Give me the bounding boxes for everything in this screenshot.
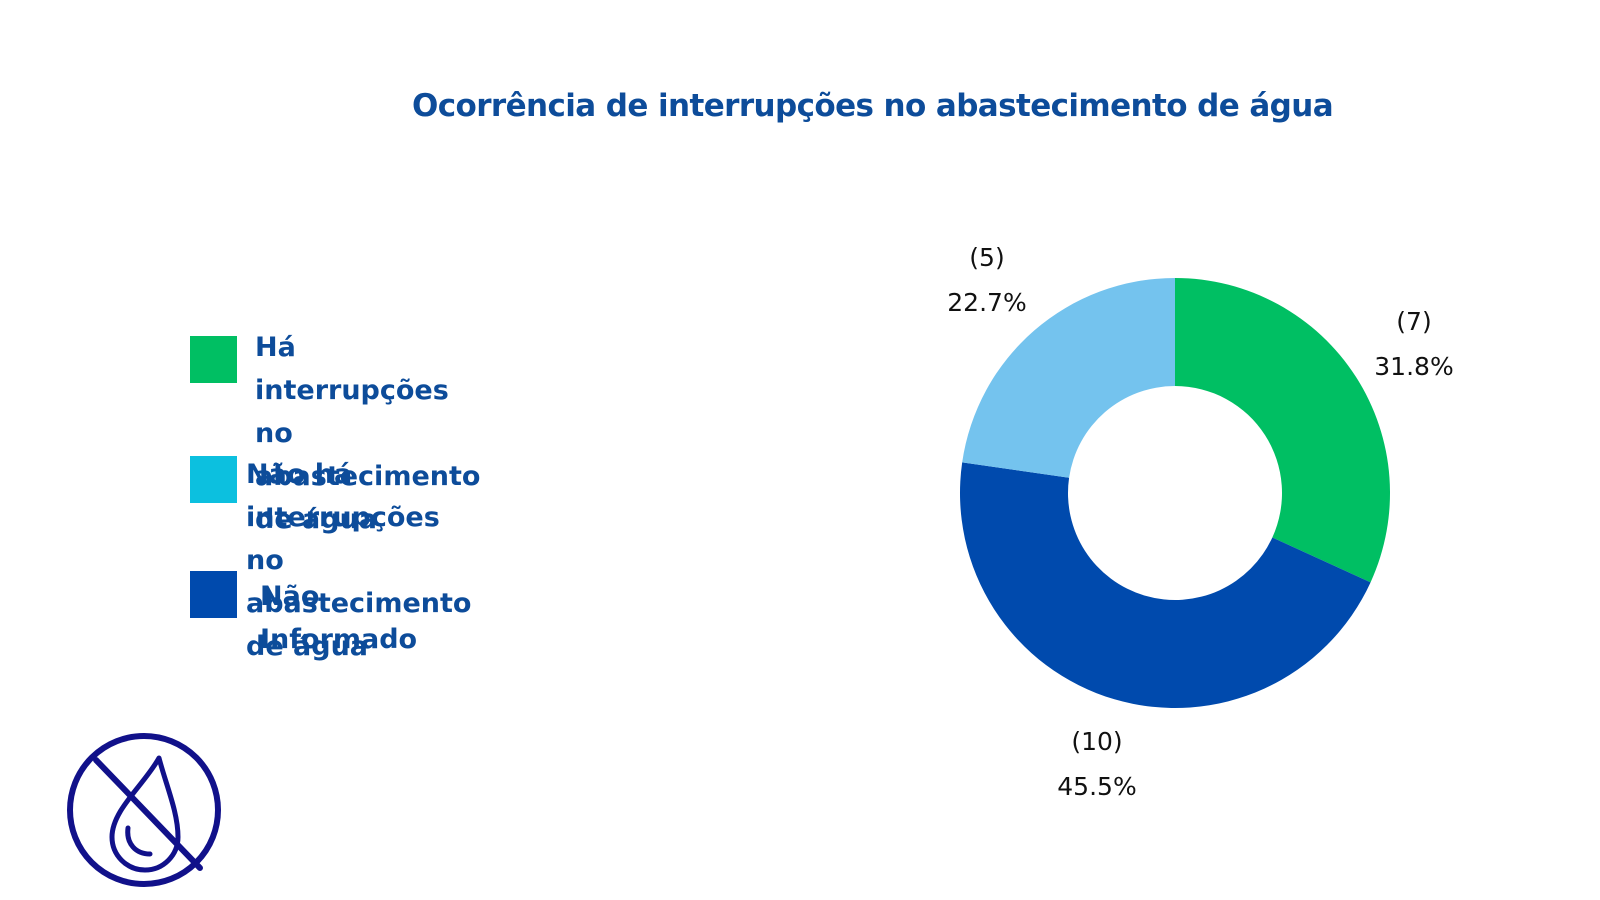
donut-slice-no-interruptions [962, 278, 1175, 478]
legend-label-not-informed: Não Informado [260, 581, 418, 655]
legend-label-interruptions: Há interrupções no abastecimento de água [255, 332, 481, 535]
slice-count-label-interruptions: (7) [1396, 307, 1431, 336]
legend-swatch-no-interruptions [190, 456, 237, 503]
donut-slice-interruptions [1175, 278, 1391, 583]
legend-swatch-not-informed [190, 571, 237, 618]
legend-swatch-interruptions [190, 336, 237, 383]
legend-label-no-interruptions: Não há interrupções no abastecimento de … [246, 459, 472, 662]
donut-slice-not-informed [960, 462, 1371, 708]
no-water-drop-icon [64, 730, 224, 890]
slice-count-label-no-interruptions: (5) [969, 243, 1004, 272]
slice-percent-label-not-informed: 45.5% [1057, 772, 1136, 801]
slice-percent-label-no-interruptions: 22.7% [947, 288, 1026, 317]
slice-count-label-not-informed: (10) [1071, 727, 1122, 756]
chart-title: Ocorrência de interrupções no abastecime… [412, 88, 1334, 124]
slice-percent-label-interruptions: 31.8% [1374, 352, 1453, 381]
